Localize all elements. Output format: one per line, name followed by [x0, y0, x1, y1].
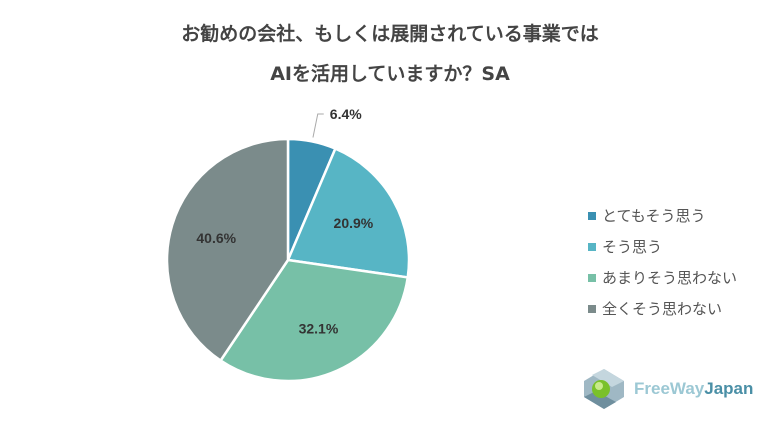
legend-swatch [588, 211, 596, 220]
legend-item: とてもそう思う [588, 200, 737, 231]
chart-title-line-2: AIを活用していますか？SA [270, 63, 510, 85]
pie-slice-3 [218, 258, 410, 383]
pie-slice-4 [165, 137, 290, 363]
legend-label: 全くそう思わない [602, 300, 723, 318]
legend-label: そう思う [602, 238, 663, 256]
legend-swatch [588, 242, 596, 251]
data-label: 20.9% [334, 215, 374, 231]
leader-line [312, 113, 324, 138]
legend-label: あまりそう思わない [602, 269, 738, 287]
data-label: 32.1% [299, 321, 339, 337]
legend-swatch [588, 304, 596, 313]
chart-title-line-1: お勧めの会社、もしくは展開されている事業では [181, 23, 599, 45]
logo: FreeWayJapan [582, 367, 753, 411]
legend-swatch [588, 273, 596, 282]
legend: とてもそう思う そう思うあまりそう思わない 全くそう思わない [588, 200, 737, 324]
data-label: 6.4% [330, 106, 362, 122]
logo-text: FreeWayJapan [634, 379, 754, 398]
legend-item: そう思う [588, 231, 737, 262]
logo-icon [584, 369, 624, 409]
legend-label: とてもそう思う [602, 207, 706, 225]
legend-item: 全くそう思わない [588, 293, 737, 324]
legend-item: あまりそう思わない [588, 262, 737, 293]
pie-slice-2 [286, 147, 411, 279]
data-label: 40.6% [196, 230, 236, 246]
